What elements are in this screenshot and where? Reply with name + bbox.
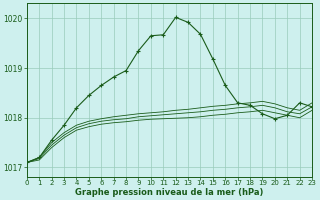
X-axis label: Graphe pression niveau de la mer (hPa): Graphe pression niveau de la mer (hPa)	[75, 188, 264, 197]
